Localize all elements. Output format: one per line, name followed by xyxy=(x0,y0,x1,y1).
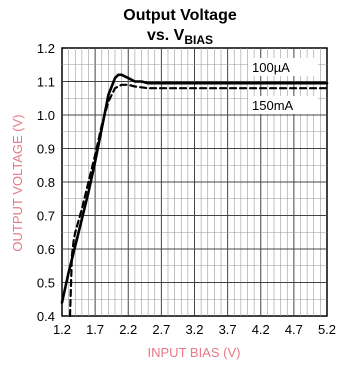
y-tick-labels: 0.4 0.5 0.6 0.7 0.8 0.9 1.0 1.1 1.2 xyxy=(37,41,55,324)
x-tick-label: 1.7 xyxy=(86,322,104,337)
y-tick-label: 0.8 xyxy=(37,175,55,190)
y-tick-label: 1.2 xyxy=(37,41,55,56)
y-tick-label: 1.0 xyxy=(37,108,55,123)
x-axis-label: INPUT BIAS (V) xyxy=(148,345,241,360)
series-line-100ua xyxy=(60,73,329,304)
x-tick-label: 5.2 xyxy=(318,322,336,337)
y-axis-label: OUTPUT VOLTAGE (V) xyxy=(10,114,25,251)
series-label-bg-100ua xyxy=(248,58,318,76)
x-tick-labels: 1.2 1.7 2.2 2.7 3.2 3.7 4.2 4.7 5.2 xyxy=(53,322,336,337)
x-tick-label: 1.2 xyxy=(53,322,71,337)
series-layer xyxy=(60,73,329,318)
y-tick-label: 0.7 xyxy=(37,209,55,224)
x-tick-label: 4.7 xyxy=(285,322,303,337)
y-tick-label: 1.1 xyxy=(37,75,55,90)
chart-title: Output Voltage xyxy=(123,7,237,24)
y-tick-label: 0.4 xyxy=(37,309,55,324)
y-tick-label: 0.5 xyxy=(37,276,55,291)
series-label-100ua: 100µA xyxy=(252,60,290,75)
x-tick-label: 3.7 xyxy=(219,322,237,337)
x-tick-label: 4.2 xyxy=(252,322,270,337)
chart-subtitle: vs. VBIAS xyxy=(147,27,213,47)
y-tick-label: 0.6 xyxy=(37,242,55,257)
x-tick-label: 2.7 xyxy=(152,322,170,337)
series-line-150ma xyxy=(68,83,329,318)
x-tick-label: 2.2 xyxy=(119,322,137,337)
chart-subtitle-prefix: vs. V xyxy=(147,27,185,44)
series-label-bg-150ma xyxy=(248,96,318,114)
chart-subtitle-subscript: BIAS xyxy=(184,33,213,47)
series-label-150ma: 150mA xyxy=(252,98,294,113)
x-tick-label: 3.2 xyxy=(185,322,203,337)
y-tick-label: 0.9 xyxy=(37,142,55,157)
